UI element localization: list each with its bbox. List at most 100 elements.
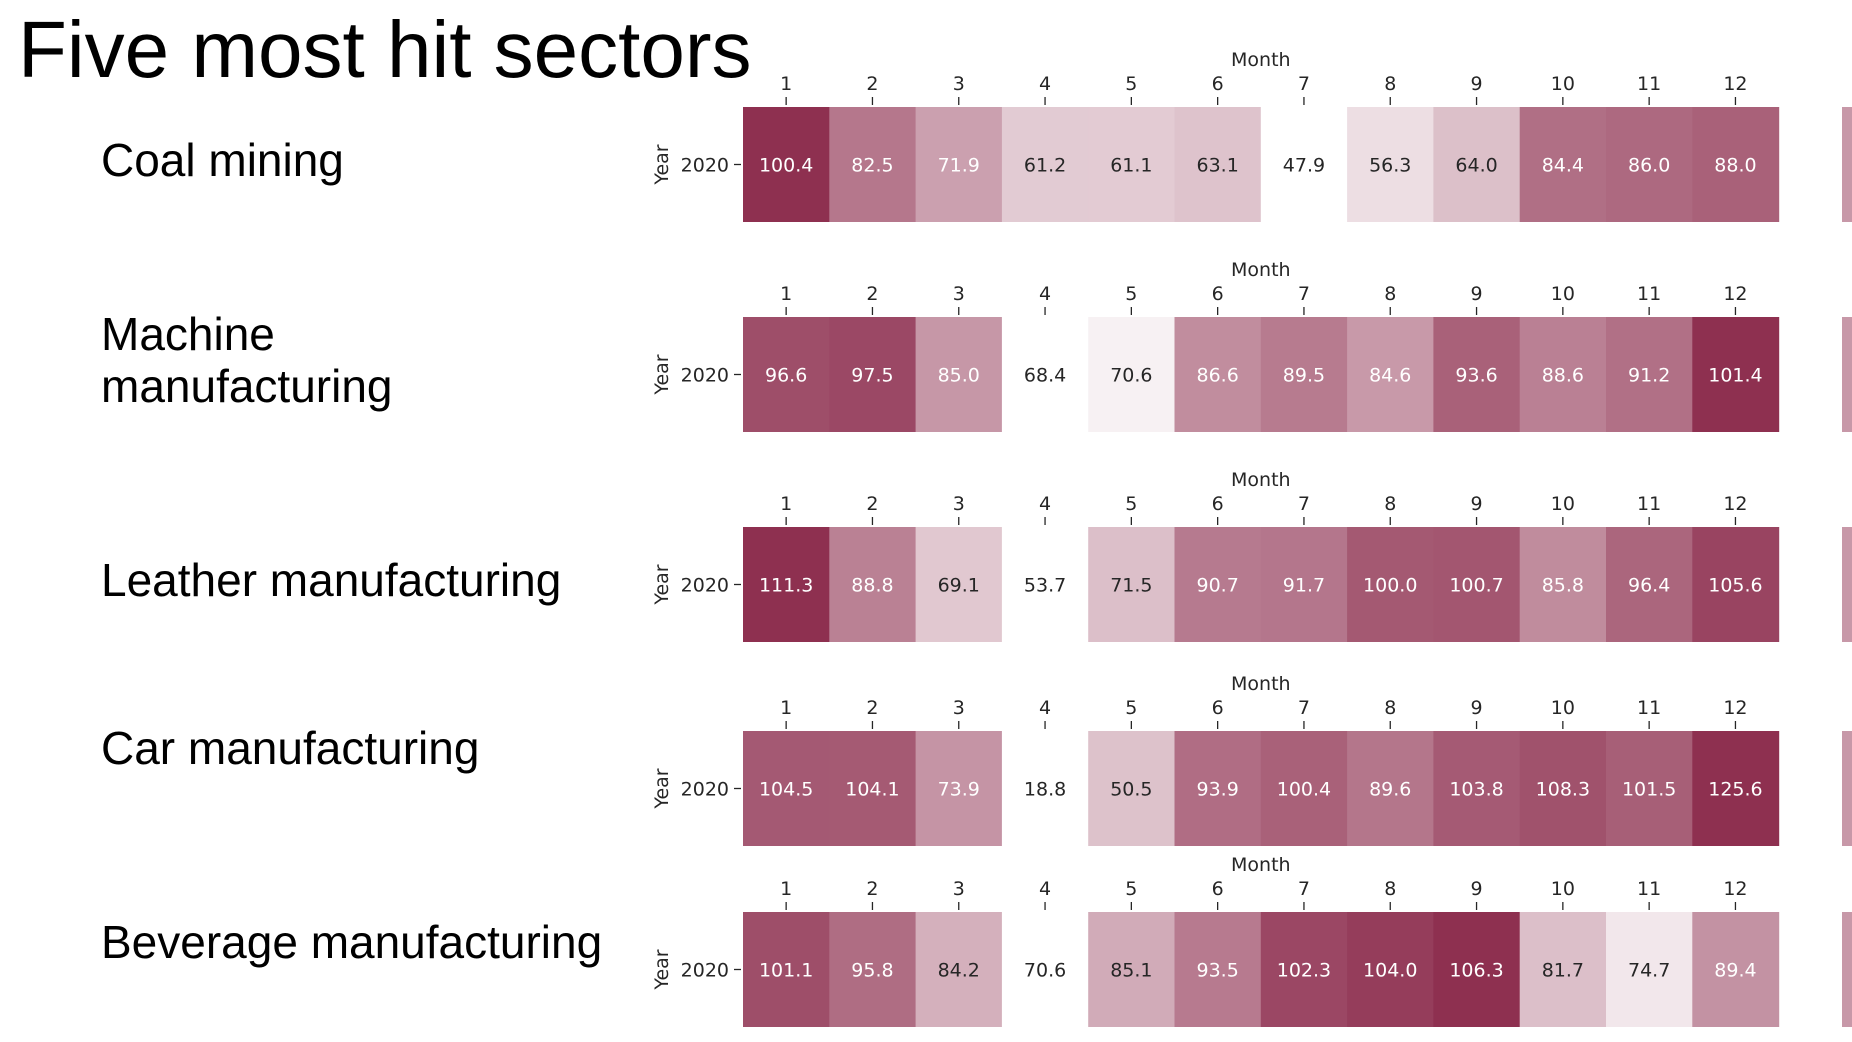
month-tick-label-1-4: 4 <box>1039 283 1051 305</box>
heatmap-cell-2-1 <box>743 527 830 642</box>
heatmap-cell-2-9 <box>1433 527 1521 642</box>
heatmap-cell-2-12 <box>1692 527 1780 642</box>
year-tick-label-2: 2020 <box>681 575 729 597</box>
month-tick-label-1-2: 2 <box>866 283 878 305</box>
cell-value-4-1: 101.1 <box>759 960 813 982</box>
heatmap-cell-2-10 <box>1519 527 1607 642</box>
month-tick-label-2-2: 2 <box>866 493 878 515</box>
cell-value-1-5: 70.6 <box>1110 365 1152 387</box>
month-tick-label-0-10: 10 <box>1551 73 1575 95</box>
cell-value-3-2: 104.1 <box>845 779 899 801</box>
cell-value-2-3: 69.1 <box>938 575 980 597</box>
cell-value-4-6: 93.5 <box>1196 960 1238 982</box>
month-tick-label-4-12: 12 <box>1723 878 1747 900</box>
xaxis-label-3: Month <box>1231 673 1291 695</box>
heatmap-cell-3-2 <box>829 731 917 846</box>
heatmap-cell-0-7 <box>1260 107 1348 222</box>
cell-value-1-3: 85.0 <box>938 365 980 387</box>
month-tick-label-3-2: 2 <box>866 697 878 719</box>
cell-value-3-12: 125.6 <box>1708 779 1762 801</box>
cell-value-1-6: 86.6 <box>1196 365 1238 387</box>
heatmap-cell-2-5 <box>1088 527 1176 642</box>
month-tick-label-3-11: 11 <box>1637 697 1661 719</box>
heatmap-cell-4-4 <box>1001 912 1089 1027</box>
month-tick-label-4-5: 5 <box>1125 878 1137 900</box>
year-tick-label-3: 2020 <box>681 779 729 801</box>
month-tick-label-0-5: 5 <box>1125 73 1137 95</box>
heatmap-cell-4-8 <box>1347 912 1434 1027</box>
xaxis-label-0: Month <box>1231 49 1291 71</box>
heatmap-cell-3-5 <box>1088 731 1176 846</box>
cell-value-0-2: 82.5 <box>851 155 893 177</box>
cell-value-3-6: 93.9 <box>1196 779 1238 801</box>
sector-label-car-manufacturing: Car manufacturing <box>101 722 480 774</box>
heatmap-cell-3-12 <box>1692 731 1780 846</box>
month-tick-label-4-11: 11 <box>1637 878 1661 900</box>
heatmap-cell-4-9 <box>1433 912 1521 1027</box>
month-tick-label-2-6: 6 <box>1212 493 1224 515</box>
month-tick-label-0-4: 4 <box>1039 73 1051 95</box>
cell-value-1-8: 84.6 <box>1369 365 1411 387</box>
heatmap-cell-1-6 <box>1174 317 1262 432</box>
heatmap-cell-4-3 <box>915 912 1003 1027</box>
month-tick-label-3-3: 3 <box>953 697 965 719</box>
heatmap-cell-1-2 <box>829 317 917 432</box>
cell-value-3-10: 108.3 <box>1536 779 1590 801</box>
heatmap-cell-2-8 <box>1347 527 1434 642</box>
month-tick-label-2-11: 11 <box>1637 493 1661 515</box>
heatmap-cell-4-11 <box>1606 912 1693 1027</box>
yaxis-label-3: Year <box>651 768 673 809</box>
cell-value-4-2: 95.8 <box>851 960 893 982</box>
heatmap-cell-1-5 <box>1088 317 1176 432</box>
cell-value-4-8: 104.0 <box>1363 960 1417 982</box>
heatmap-cell-0-10 <box>1519 107 1607 222</box>
sector-label-machine-manufacturing: Machine manufacturing <box>101 308 393 412</box>
month-tick-label-1-6: 6 <box>1212 283 1224 305</box>
month-tick-label-3-4: 4 <box>1039 697 1051 719</box>
month-tick-label-1-3: 3 <box>953 283 965 305</box>
colorbar-4 <box>1842 912 1852 1027</box>
heatmap-cell-2-3 <box>915 527 1003 642</box>
xaxis-label-1: Month <box>1231 259 1291 281</box>
cell-value-4-10: 81.7 <box>1542 960 1584 982</box>
month-tick-label-2-8: 8 <box>1384 493 1396 515</box>
cell-value-3-5: 50.5 <box>1110 779 1152 801</box>
cell-value-0-5: 61.1 <box>1110 155 1152 177</box>
cell-value-3-11: 101.5 <box>1622 779 1676 801</box>
month-tick-label-4-2: 2 <box>866 878 878 900</box>
cell-value-0-7: 47.9 <box>1283 155 1325 177</box>
month-tick-label-3-10: 10 <box>1551 697 1575 719</box>
heatmap-cell-2-4 <box>1001 527 1089 642</box>
yaxis-label-4: Year <box>651 949 673 990</box>
heatmap-cell-1-12 <box>1692 317 1780 432</box>
month-tick-label-0-8: 8 <box>1384 73 1396 95</box>
cell-value-3-9: 103.8 <box>1449 779 1503 801</box>
cell-value-4-7: 102.3 <box>1277 960 1331 982</box>
month-tick-label-4-6: 6 <box>1212 878 1224 900</box>
xaxis-label-2: Month <box>1231 469 1291 491</box>
month-tick-label-3-5: 5 <box>1125 697 1137 719</box>
month-tick-label-3-12: 12 <box>1723 697 1747 719</box>
heatmap-cell-2-7 <box>1260 527 1348 642</box>
heatmap-cell-0-8 <box>1347 107 1434 222</box>
cell-value-0-3: 71.9 <box>938 155 980 177</box>
heatmap-cell-3-7 <box>1260 731 1348 846</box>
cell-value-0-4: 61.2 <box>1024 155 1066 177</box>
heatmap-cell-3-10 <box>1519 731 1607 846</box>
heatmap-cell-1-8 <box>1347 317 1434 432</box>
cell-value-0-8: 56.3 <box>1369 155 1411 177</box>
heatmap-cell-3-8 <box>1347 731 1434 846</box>
month-tick-label-0-1: 1 <box>780 73 792 95</box>
heatmap-cell-1-9 <box>1433 317 1521 432</box>
cell-value-2-5: 71.5 <box>1110 575 1152 597</box>
month-tick-label-2-9: 9 <box>1471 493 1483 515</box>
cell-value-3-8: 89.6 <box>1369 779 1411 801</box>
month-tick-label-4-1: 1 <box>780 878 792 900</box>
month-tick-label-3-9: 9 <box>1471 697 1483 719</box>
heatmap-cell-4-6 <box>1174 912 1262 1027</box>
month-tick-label-1-12: 12 <box>1723 283 1747 305</box>
month-tick-label-0-2: 2 <box>866 73 878 95</box>
cell-value-3-1: 104.5 <box>759 779 813 801</box>
month-tick-label-2-12: 12 <box>1723 493 1747 515</box>
month-tick-label-1-11: 11 <box>1637 283 1661 305</box>
